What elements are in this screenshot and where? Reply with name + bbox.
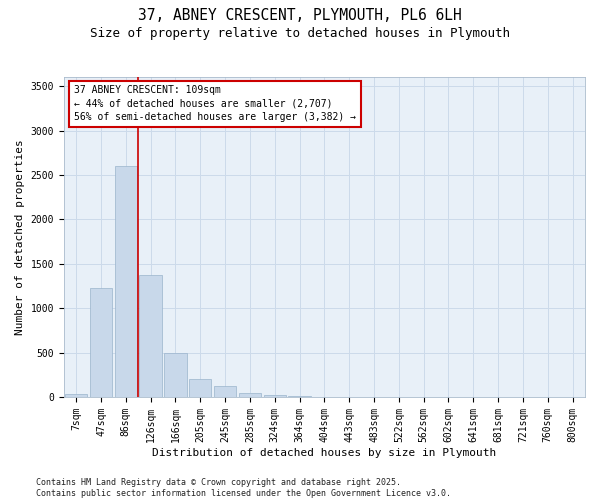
Text: Size of property relative to detached houses in Plymouth: Size of property relative to detached ho… <box>90 28 510 40</box>
Text: 37 ABNEY CRESCENT: 109sqm
← 44% of detached houses are smaller (2,707)
56% of se: 37 ABNEY CRESCENT: 109sqm ← 44% of detac… <box>74 86 356 122</box>
Text: 37, ABNEY CRESCENT, PLYMOUTH, PL6 6LH: 37, ABNEY CRESCENT, PLYMOUTH, PL6 6LH <box>138 8 462 22</box>
Bar <box>139 276 162 397</box>
X-axis label: Distribution of detached houses by size in Plymouth: Distribution of detached houses by size … <box>152 448 497 458</box>
Y-axis label: Number of detached properties: Number of detached properties <box>15 140 25 335</box>
Bar <box>263 395 286 397</box>
Bar <box>189 379 211 397</box>
Bar <box>239 392 261 397</box>
Bar <box>164 354 187 397</box>
Bar <box>289 396 311 397</box>
Bar <box>115 166 137 397</box>
Text: Contains HM Land Registry data © Crown copyright and database right 2025.
Contai: Contains HM Land Registry data © Crown c… <box>36 478 451 498</box>
Bar <box>65 394 88 397</box>
Bar <box>90 288 112 397</box>
Bar <box>214 386 236 397</box>
